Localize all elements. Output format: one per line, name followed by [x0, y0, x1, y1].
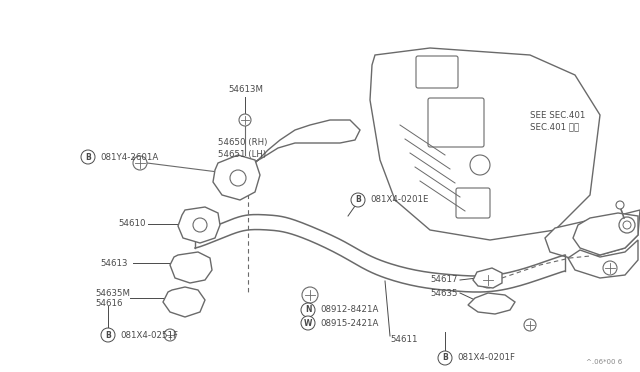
Text: 081X4-0201F: 081X4-0201F — [457, 353, 515, 362]
Text: 54635: 54635 — [430, 289, 458, 298]
Text: 081X4-0251F: 081X4-0251F — [120, 330, 178, 340]
Circle shape — [81, 150, 95, 164]
Text: ^.06*00 6: ^.06*00 6 — [586, 359, 622, 365]
Circle shape — [239, 114, 251, 126]
Circle shape — [616, 201, 624, 209]
Text: B: B — [105, 330, 111, 340]
Text: 54613M: 54613M — [228, 86, 263, 94]
Circle shape — [301, 303, 315, 317]
Text: B: B — [85, 153, 91, 161]
Text: 54617: 54617 — [430, 276, 458, 285]
Text: 54635M: 54635M — [95, 289, 130, 298]
Circle shape — [301, 316, 315, 330]
Circle shape — [101, 328, 115, 342]
Text: B: B — [442, 353, 448, 362]
Text: W: W — [304, 318, 312, 327]
Text: B: B — [355, 196, 361, 205]
Text: 54611: 54611 — [390, 336, 417, 344]
Polygon shape — [178, 207, 220, 243]
Circle shape — [619, 217, 635, 233]
Circle shape — [230, 170, 246, 186]
Polygon shape — [568, 240, 638, 278]
Text: 54650 (RH): 54650 (RH) — [218, 138, 268, 148]
Polygon shape — [213, 155, 260, 200]
Polygon shape — [170, 252, 212, 283]
Text: 08915-2421A: 08915-2421A — [320, 318, 378, 327]
Polygon shape — [468, 293, 515, 314]
Circle shape — [302, 287, 318, 303]
Text: N: N — [305, 305, 311, 314]
Circle shape — [480, 272, 496, 288]
Polygon shape — [253, 120, 360, 163]
Text: 54616: 54616 — [95, 299, 122, 308]
FancyBboxPatch shape — [416, 56, 458, 88]
Circle shape — [438, 351, 452, 365]
Text: 54651 (LH): 54651 (LH) — [218, 150, 266, 158]
Circle shape — [524, 319, 536, 331]
Circle shape — [351, 193, 365, 207]
FancyBboxPatch shape — [456, 188, 490, 218]
Text: 081X4-0201E: 081X4-0201E — [370, 196, 429, 205]
Circle shape — [470, 155, 490, 175]
Circle shape — [193, 218, 207, 232]
Text: 54613: 54613 — [100, 259, 127, 267]
Text: SEC.401 参照: SEC.401 参照 — [530, 122, 579, 131]
Text: 081Y4-2601A: 081Y4-2601A — [100, 153, 158, 161]
Polygon shape — [473, 268, 502, 288]
Circle shape — [133, 156, 147, 170]
Circle shape — [164, 329, 176, 341]
Polygon shape — [545, 210, 640, 258]
Text: 08912-8421A: 08912-8421A — [320, 305, 378, 314]
FancyBboxPatch shape — [428, 98, 484, 147]
Polygon shape — [573, 213, 638, 255]
Text: SEE SEC.401: SEE SEC.401 — [530, 110, 586, 119]
Circle shape — [603, 261, 617, 275]
Polygon shape — [163, 287, 205, 317]
Text: 54610: 54610 — [118, 219, 145, 228]
Polygon shape — [370, 48, 600, 240]
